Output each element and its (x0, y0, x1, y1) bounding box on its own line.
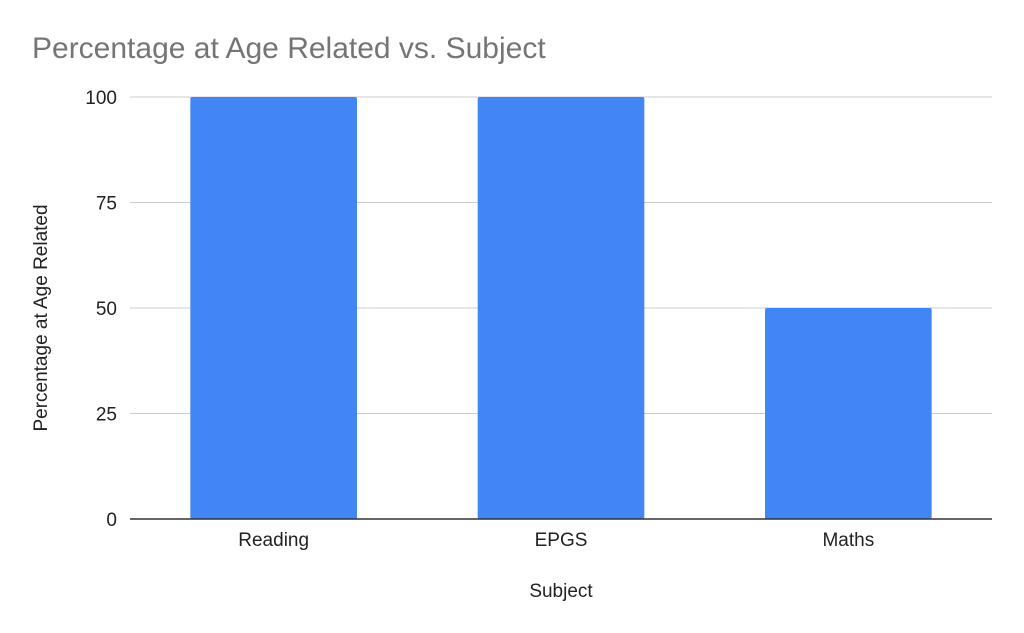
y-tick-labels: 0 25 50 75 100 (85, 88, 117, 531)
y-tick-label: 25 (96, 405, 117, 426)
x-tick-label: Reading (238, 530, 309, 551)
bars (190, 97, 932, 519)
bar-maths (765, 308, 932, 519)
y-axis-title: Percentage at Age Related (31, 204, 52, 431)
y-tick-label: 0 (106, 510, 117, 531)
y-tick-label: 50 (96, 299, 117, 320)
x-axis-title: Subject (529, 581, 593, 602)
x-tick-label: Maths (822, 530, 874, 551)
chart-title: Percentage at Age Related vs. Subject (32, 32, 546, 65)
y-tick-label: 75 (96, 194, 117, 215)
bar-reading (190, 97, 357, 519)
x-tick-labels: Reading EPGS Maths (238, 530, 874, 551)
y-tick-label: 100 (85, 88, 117, 109)
bar-epgs (477, 97, 645, 519)
x-tick-label: EPGS (535, 530, 588, 551)
